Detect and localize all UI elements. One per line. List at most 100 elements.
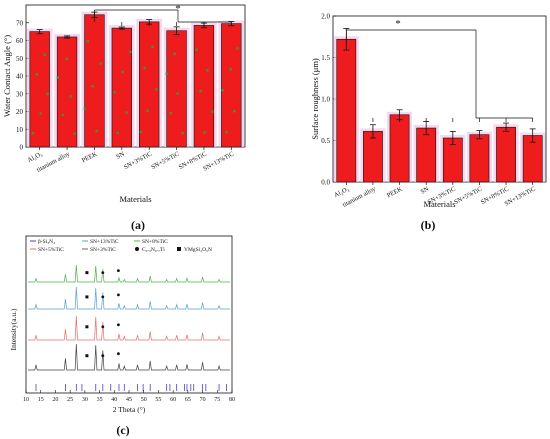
x-tick-label: 40	[111, 397, 117, 403]
xrd-pattern-line	[28, 264, 230, 283]
x-axis-title: Materials	[423, 199, 455, 209]
bar	[389, 114, 410, 183]
legend-swatch	[177, 247, 181, 251]
scatter-point	[199, 89, 202, 93]
scatter-point	[73, 132, 76, 135]
tic-phase-marker	[117, 269, 120, 273]
x-tick-label: SN+13%TiC	[202, 151, 235, 173]
x-tick-label: 60	[170, 397, 176, 403]
xrd-pattern-line	[28, 343, 230, 371]
x-tick-label: 70	[200, 397, 206, 403]
bar	[221, 23, 242, 148]
x-tick-label: SN+5%TiC	[453, 186, 483, 207]
panel-a-label: (a)	[131, 218, 145, 232]
tic-phase-marker	[117, 293, 120, 297]
ymgsi2o5n-marker	[85, 295, 89, 299]
scatter-point	[69, 95, 72, 98]
y-tick-label: 0	[20, 144, 24, 152]
y-tick-label: 1.5	[321, 54, 330, 62]
x-tick-label: 75	[214, 397, 220, 403]
bar	[496, 126, 516, 183]
x-tick-label: PEEK	[81, 150, 99, 164]
x-tick-label: SN	[115, 150, 126, 160]
x-tick-label: PEEK	[386, 185, 404, 199]
y-tick-label: 70	[16, 19, 24, 27]
y-axis-title: Surface roughness (μm)	[310, 58, 320, 140]
y-tick-label: 40	[16, 73, 24, 81]
ymgsi2o5n-marker	[85, 325, 89, 329]
panel-c-label: (c)	[116, 423, 129, 437]
x-tick-label: 25	[67, 397, 73, 403]
scatter-point	[129, 50, 132, 54]
bar	[363, 131, 383, 183]
x-tick-label: SN+13%TiC	[504, 186, 537, 208]
x-tick-label: 15	[38, 397, 44, 403]
scatter-point	[165, 72, 168, 75]
ymgsi2o5n-marker	[85, 271, 89, 275]
bar	[84, 14, 105, 148]
scatter-point	[203, 131, 206, 134]
y-tick-label: 10	[16, 126, 24, 134]
y-axis-title: Intensity(a.u.)	[9, 308, 18, 351]
significance-star: *	[395, 18, 401, 30]
bar	[469, 134, 490, 183]
bar	[139, 21, 160, 148]
scatter-point	[233, 110, 236, 113]
x-tick-label: 35	[97, 397, 103, 403]
scatter-point	[146, 109, 149, 112]
x-tick-label: 20	[52, 397, 58, 403]
legend-swatch	[135, 247, 139, 251]
legend-label: YMgSi₂O₅N	[184, 247, 212, 253]
y-tick-label: 20	[16, 108, 24, 116]
scatter-point	[176, 92, 179, 95]
scatter-point	[139, 130, 142, 134]
legend-label: SN+5%TiC	[38, 247, 64, 253]
legend-label: β-Si₃N₄	[38, 239, 55, 245]
scatter-point	[236, 47, 239, 50]
panel-b-label: (b)	[421, 218, 436, 232]
scatter-point	[31, 131, 34, 135]
scatter-point	[229, 68, 232, 71]
scatter-point	[61, 113, 64, 117]
panel-c-xrd-pattern: 10 15 20 25 30 35 40 45 50 55 60 65 70 75 80 2 Theta (°…	[9, 235, 235, 414]
scatter-point	[39, 112, 42, 115]
tic-phase-marker	[117, 323, 120, 327]
scatter-point	[43, 53, 46, 56]
tic-phase-marker	[101, 295, 105, 299]
x-tick-label: 50	[141, 397, 147, 403]
legend-label: SN+13%TiC	[90, 239, 119, 245]
x-tick-label: 10	[23, 397, 29, 403]
xrd-pattern-line	[28, 286, 230, 310]
y-tick-label: 60	[16, 37, 24, 45]
scatter-point	[95, 129, 98, 133]
bar	[111, 27, 132, 148]
scatter-point	[211, 110, 214, 113]
scatter-point	[195, 48, 198, 51]
y-tick-label: 30	[16, 90, 24, 98]
scatter-point	[46, 92, 49, 96]
y-tick-label: 2.0	[321, 13, 330, 21]
bar	[29, 31, 50, 148]
significance-star: *	[175, 3, 181, 15]
x-axis-title: 2 Theta (°)	[113, 405, 146, 414]
y-tick-label: 50	[16, 55, 24, 63]
tic-phase-marker	[101, 325, 105, 329]
scatter-point	[155, 88, 158, 91]
x-tick-label: 55	[155, 397, 161, 403]
bar	[193, 25, 215, 148]
bar	[166, 30, 187, 148]
tic-phase-marker	[117, 352, 120, 356]
y-tick-label: 1.0	[321, 96, 330, 104]
scatter-point	[206, 69, 209, 72]
x-tick-label: Al₂O₃	[333, 186, 350, 200]
scatter-point	[86, 40, 89, 43]
scatter-point	[125, 111, 128, 114]
scatter-point	[91, 84, 94, 88]
bar	[416, 127, 437, 183]
legend-label: SN+8%TiC	[142, 239, 168, 245]
scatter-point	[121, 70, 124, 74]
x-tick-label: SN+3%TiC	[123, 151, 153, 172]
scatter-point	[173, 52, 176, 56]
